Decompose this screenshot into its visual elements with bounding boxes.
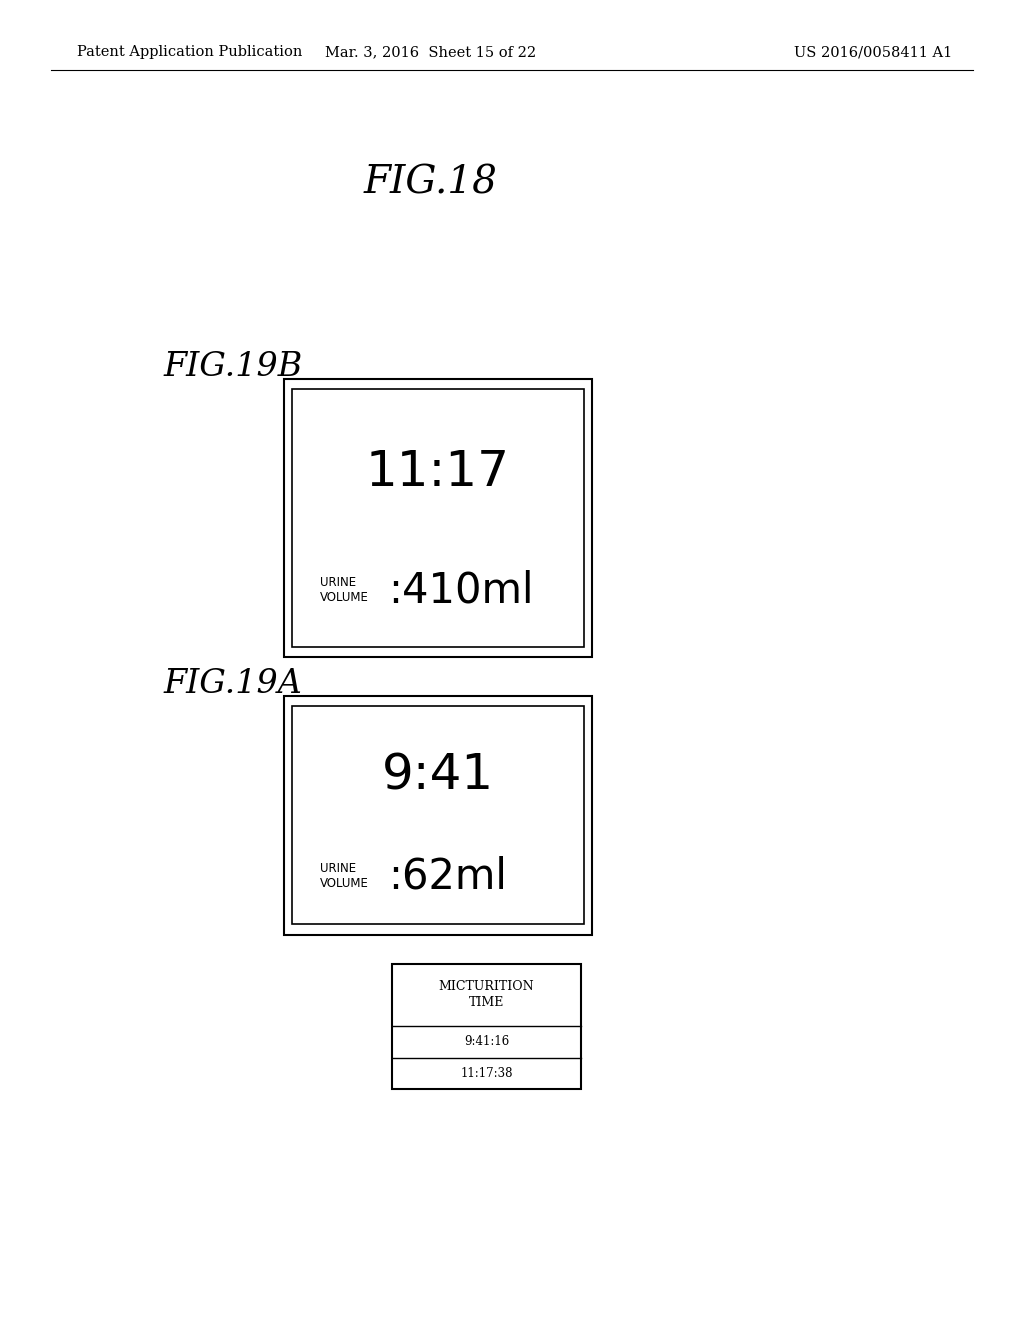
Text: Mar. 3, 2016  Sheet 15 of 22: Mar. 3, 2016 Sheet 15 of 22 bbox=[325, 45, 536, 59]
Text: 9:41: 9:41 bbox=[382, 752, 494, 800]
Text: FIG.19B: FIG.19B bbox=[164, 351, 303, 383]
Text: 9:41:16: 9:41:16 bbox=[464, 1035, 509, 1048]
Text: 11:17:38: 11:17:38 bbox=[460, 1067, 513, 1080]
Bar bbox=[391, 964, 581, 1089]
Text: URINE
VOLUME: URINE VOLUME bbox=[319, 576, 369, 605]
Bar bbox=[284, 379, 592, 657]
Bar bbox=[292, 389, 584, 647]
Text: :410ml: :410ml bbox=[388, 569, 534, 611]
Text: MICTURITION
TIME: MICTURITION TIME bbox=[438, 981, 535, 1010]
Bar bbox=[284, 696, 592, 935]
Text: FIG.19A: FIG.19A bbox=[164, 668, 303, 700]
Text: Patent Application Publication: Patent Application Publication bbox=[77, 45, 302, 59]
Text: US 2016/0058411 A1: US 2016/0058411 A1 bbox=[794, 45, 952, 59]
Text: 11:17: 11:17 bbox=[366, 447, 510, 496]
Text: FIG.18: FIG.18 bbox=[364, 165, 497, 202]
Text: :62ml: :62ml bbox=[388, 855, 507, 898]
Text: URINE
VOLUME: URINE VOLUME bbox=[319, 862, 369, 890]
Bar bbox=[292, 706, 584, 924]
